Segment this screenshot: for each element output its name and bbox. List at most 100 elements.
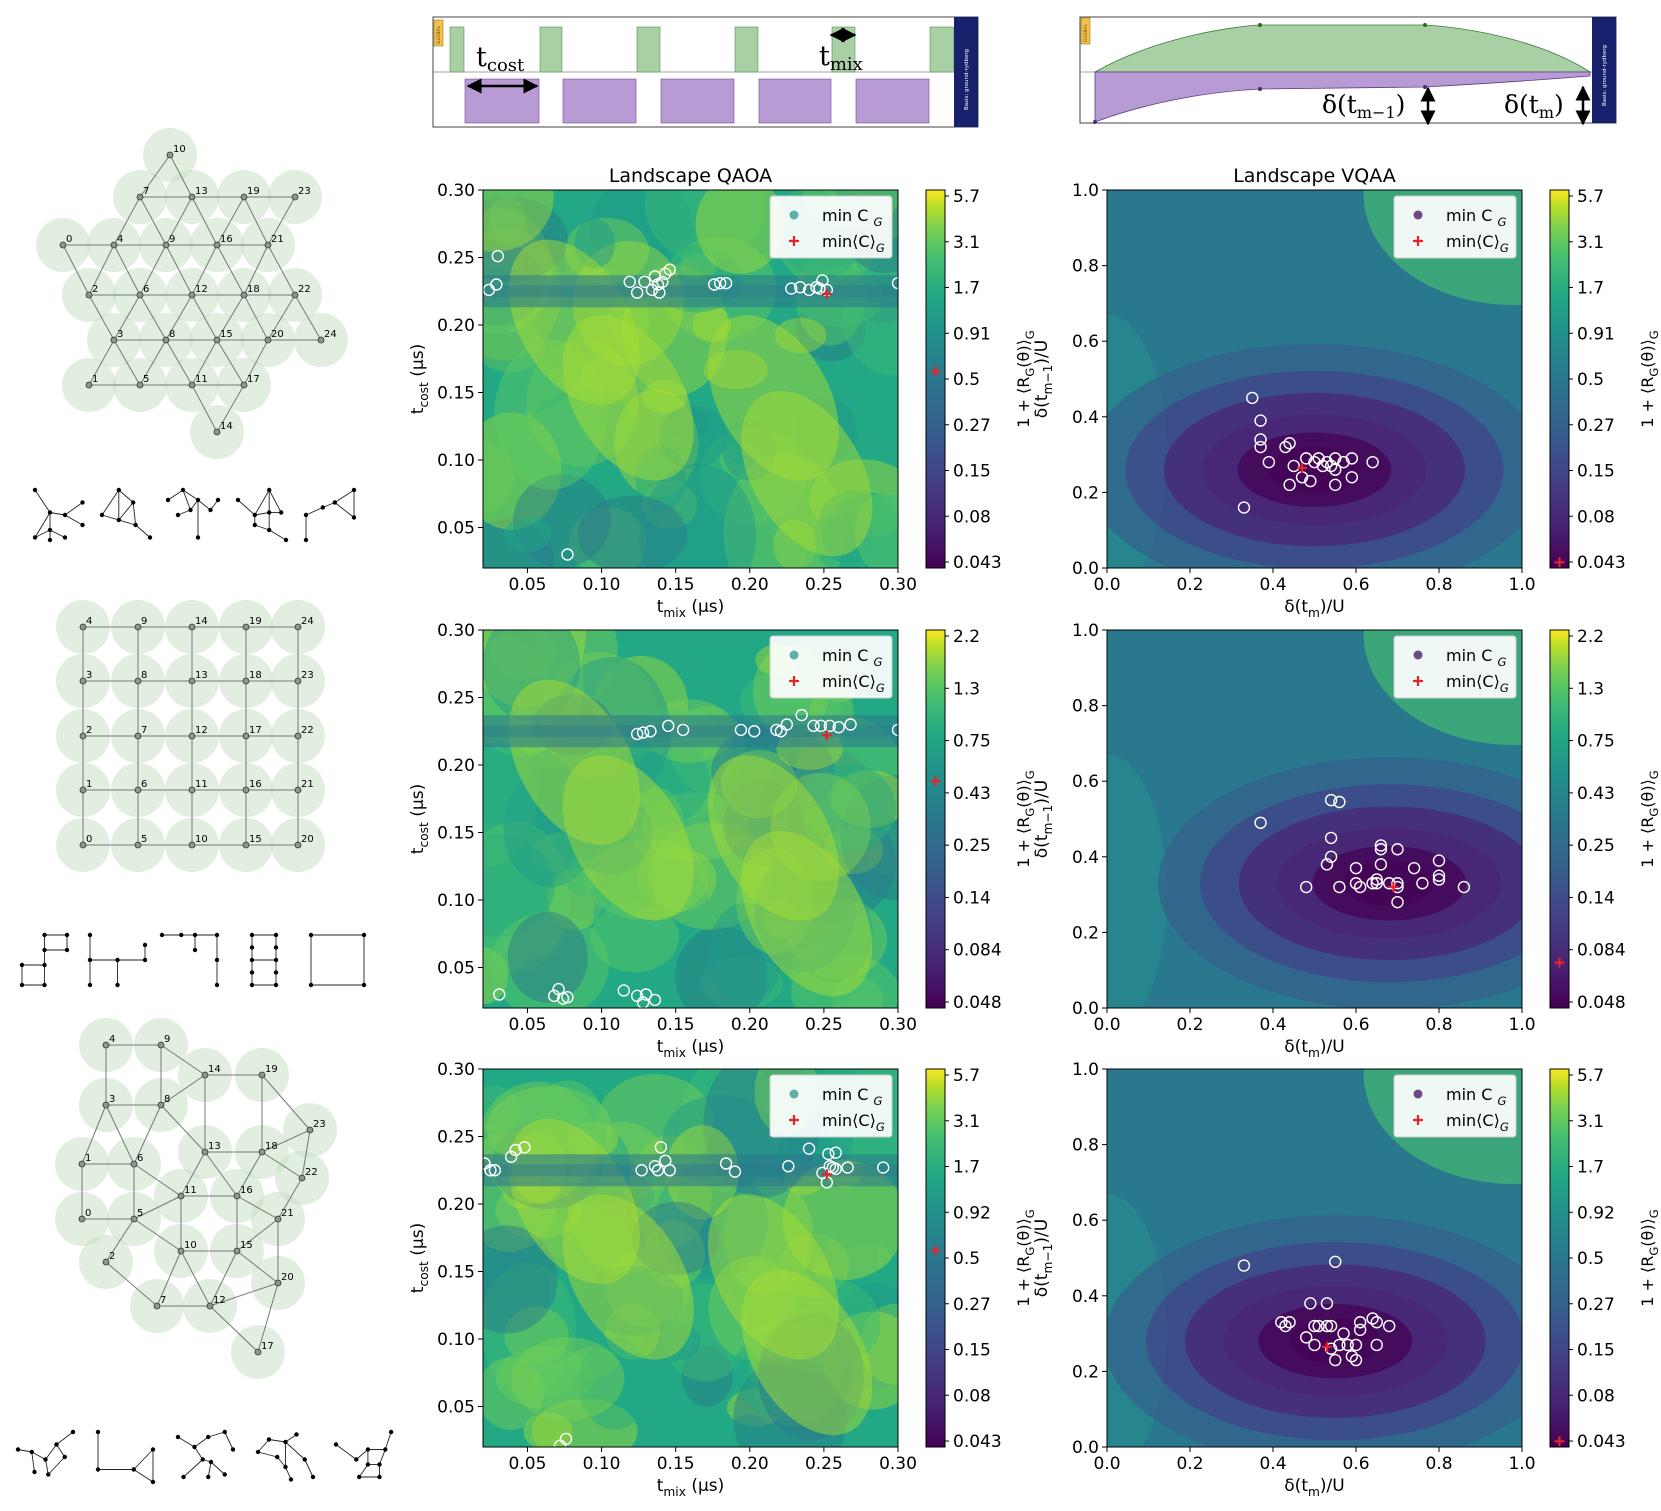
atom-node — [157, 1041, 165, 1049]
graph-edge — [209, 1282, 279, 1307]
contour-patch — [483, 190, 554, 252]
atom-label: 8 — [141, 670, 147, 681]
subgraph-edge — [132, 502, 137, 526]
atom-node — [242, 841, 250, 849]
graph-edge — [160, 1104, 206, 1153]
graph-edge — [243, 294, 269, 341]
min-cost-point — [1432, 854, 1446, 867]
contour-ring — [1343, 860, 1435, 907]
graph-edge — [261, 1129, 311, 1153]
min-cost-point — [1299, 880, 1313, 894]
y-tick-label: 0.20 — [437, 316, 475, 336]
y-axis-label: tcost​ (μs) — [408, 784, 431, 854]
contour-patch — [639, 463, 757, 568]
vqaa-knot — [1423, 85, 1427, 89]
atom-node — [102, 1101, 110, 1109]
subgraph — [99, 487, 153, 540]
graph-edge — [243, 196, 269, 246]
colorbar: 2.2 1.3 0.75 0.43 0.25 0.14 0.084 0.048 1 + ⟨RG​… — [925, 627, 1037, 1013]
subgraph-node — [308, 982, 314, 988]
atom-node — [291, 291, 299, 299]
subgraph-node — [142, 942, 148, 948]
colorbar-tick-label: 0.75 — [953, 732, 991, 752]
graph-edge — [236, 1250, 279, 1284]
atom-node — [102, 1258, 110, 1266]
qaoa-mixer-pulses — [449, 26, 955, 73]
subgraph-edge — [268, 489, 282, 513]
min-cost-point — [748, 725, 761, 738]
contour-patch — [483, 1357, 544, 1430]
heatmap-field — [1107, 630, 1522, 1008]
subgraph-edge — [384, 1431, 392, 1450]
panel-qaoa-row2: 0.05 0.10 0.15 0.20 0.25 0.30 0.05 0.10 0.15 0.20… — [408, 621, 1037, 1060]
subgraph-node — [87, 932, 93, 938]
graph-edge — [180, 1151, 206, 1197]
colorbar: 5.7 3.1 1.7 0.91 0.5 0.27 0.15 0.08 0.043 1 + ⟨RG… — [1549, 187, 1661, 573]
subgraph-node — [62, 1454, 67, 1460]
min-cost-point — [636, 996, 650, 1008]
subgraph-edge — [177, 1436, 195, 1448]
axes-frame — [1106, 629, 1523, 1009]
subgraph-node — [267, 487, 272, 493]
atom-label: 18 — [265, 1141, 278, 1152]
graph-edge — [133, 1195, 182, 1220]
colorbar-gradient — [1549, 629, 1570, 1009]
contour-patch — [577, 495, 687, 568]
min-cost-point — [662, 719, 675, 733]
colorbar-tick-label: 0.048 — [953, 993, 1002, 1013]
x-tick-label: 0.2 — [1176, 575, 1203, 595]
subgraph-node — [46, 1472, 51, 1477]
mixer-pulse — [734, 26, 759, 73]
min-cost-point — [1391, 877, 1404, 890]
min-cost-point — [1416, 877, 1429, 890]
atom-node — [240, 381, 248, 389]
graph-edge — [133, 1163, 182, 1197]
min-cost-point — [518, 1141, 531, 1154]
contour-patch — [490, 630, 557, 681]
colorbar-tick-label: 0.15 — [953, 1341, 991, 1361]
x-tick-label: 0.30 — [879, 575, 917, 595]
colorbar: 5.7 3.1 1.7 0.92 0.5 0.27 0.15 0.08 0.043 1 + ⟨RG… — [1549, 1066, 1661, 1452]
min-cost-point — [844, 718, 857, 731]
min-cost-point — [1329, 1353, 1342, 1367]
subgraph-edge — [31, 1451, 35, 1473]
contour-patch — [644, 190, 766, 263]
graph-edge — [267, 294, 296, 341]
subgraph-node — [275, 1454, 280, 1460]
contour-patch — [589, 190, 693, 280]
subgraph-node — [361, 982, 367, 988]
graph-edge — [277, 1177, 303, 1220]
colorbar-best-marker — [1554, 557, 1565, 568]
atom-node — [79, 841, 87, 849]
graph-edge — [156, 1250, 182, 1307]
subgraph-node — [383, 1447, 388, 1452]
graph-edge — [105, 1261, 158, 1307]
atom-node — [110, 336, 118, 344]
y-tick-label: 0.25 — [437, 1128, 475, 1148]
atom-label: 8 — [164, 1094, 170, 1105]
min-cost-point — [651, 1164, 665, 1177]
min-cost-point — [1246, 391, 1259, 405]
colorbar-tick-label: 0.084 — [1577, 941, 1626, 961]
graph-edge — [139, 294, 167, 341]
subgraph-node — [147, 535, 153, 540]
colorbar-tick-label: 0.27 — [953, 1295, 991, 1315]
min-cost-point — [1341, 1338, 1354, 1352]
graph-edge — [105, 1104, 135, 1165]
graph-edge — [139, 154, 171, 198]
x-tick-label: 0.10 — [583, 1454, 621, 1474]
y-axis-label: δ(tm−1​)/U — [1032, 780, 1055, 858]
subgraph-node — [273, 945, 279, 950]
x-tick-label: 0.20 — [731, 575, 769, 595]
contour-patch — [569, 507, 647, 568]
min-cost-point — [1320, 858, 1334, 871]
x-tick-label: 0.30 — [879, 1454, 917, 1474]
min-cost-point — [1407, 861, 1421, 875]
legend-point-marker — [1413, 1089, 1423, 1099]
min-cost-point — [1329, 463, 1342, 476]
min-cost-point — [1391, 895, 1404, 909]
subgraph-node — [252, 522, 257, 528]
colorbar-tick-label: 0.15 — [953, 462, 991, 482]
subgraph-node — [116, 487, 122, 493]
graph-edge — [139, 339, 167, 386]
